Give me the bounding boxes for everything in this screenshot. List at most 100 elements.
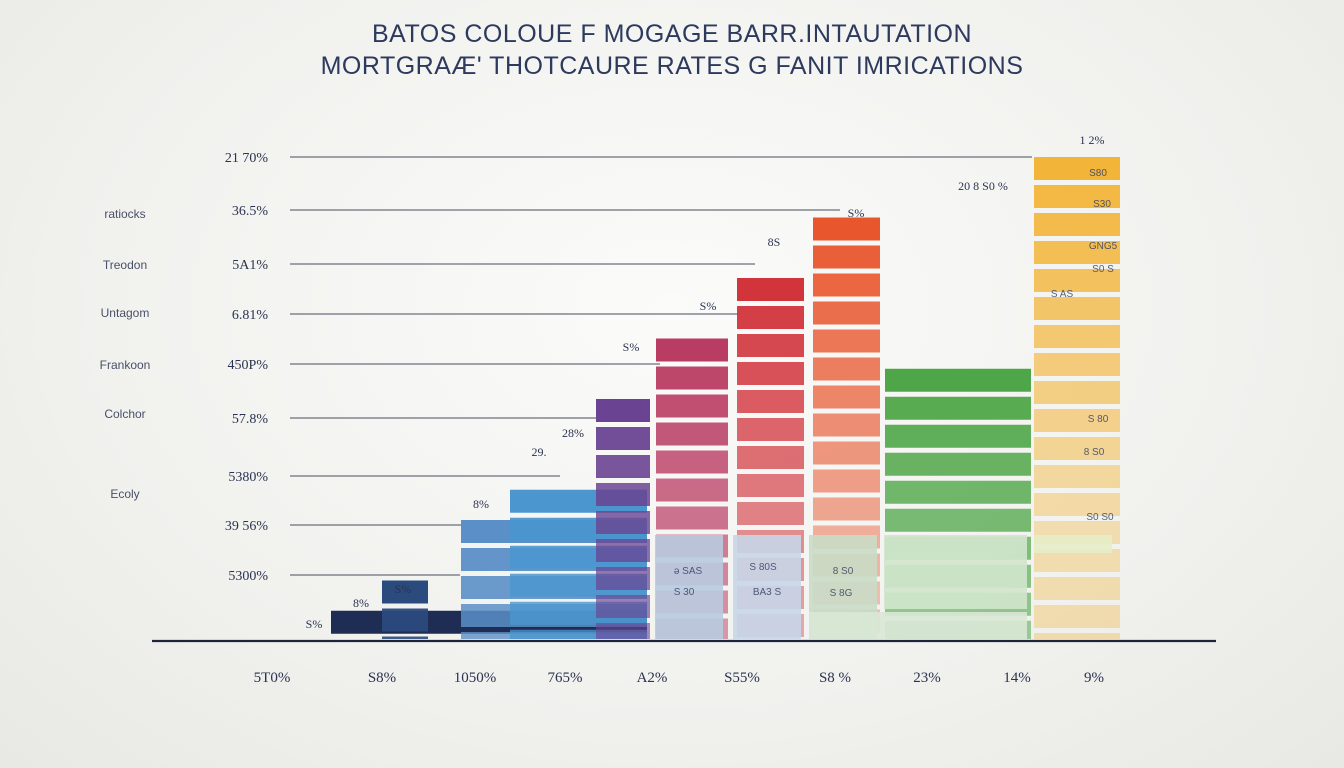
y-tick-label: 5A1%	[232, 258, 268, 273]
x-tick-label: 14%	[1003, 670, 1031, 686]
bar-segment	[596, 511, 650, 534]
row-label: Treodon	[103, 258, 147, 272]
bar-value-label: S%	[848, 206, 865, 220]
bar-segment	[1034, 493, 1120, 516]
bar-segment	[1034, 353, 1120, 376]
inner-label: S 30	[674, 587, 695, 598]
y-tick-label: 5300%	[228, 569, 268, 584]
bar-segment	[737, 446, 804, 469]
bar-segment	[596, 399, 650, 422]
bar-value-label: 29.	[532, 445, 547, 459]
x-tick-label: S8 %	[819, 670, 851, 686]
inner-label: GNG5	[1089, 241, 1118, 252]
chart-subtitle: MORTGRAÆ' THOTCAURE RATES G FANIT IMRICA…	[320, 52, 1024, 80]
bar-segment	[382, 636, 428, 639]
bar-value-label: 1 2%	[1080, 133, 1105, 147]
inner-label: S AS	[1051, 289, 1074, 300]
bar-segment	[1034, 577, 1120, 600]
row-label: Ecoly	[110, 487, 139, 501]
bar-segment	[656, 450, 728, 474]
x-tick-label: 23%	[913, 670, 941, 686]
pale-band	[655, 535, 723, 639]
bar-value-label: S%	[395, 582, 412, 596]
inner-label: S0 S	[1092, 264, 1114, 275]
inner-label: S0 S0	[1086, 512, 1114, 523]
bar-segment	[1034, 269, 1120, 292]
bar-segment	[656, 422, 728, 446]
inner-label: S 80	[1088, 414, 1109, 425]
x-tick-label: S8%	[368, 670, 396, 686]
bar-segment	[382, 608, 428, 632]
bar-segment	[813, 245, 880, 269]
bar-segment	[596, 455, 650, 478]
bar-segment	[1034, 633, 1120, 639]
inner-label: 8 S0	[1084, 447, 1105, 458]
bar-segment	[1034, 381, 1120, 404]
row-label: Frankoon	[100, 358, 151, 372]
bar-segment	[737, 474, 804, 497]
bar-segment	[1034, 157, 1120, 180]
bar-segment	[813, 273, 880, 297]
row-label: ratiocks	[104, 207, 145, 221]
bar-segment	[656, 338, 728, 362]
bar-segment	[813, 413, 880, 437]
bar-segment	[596, 623, 650, 639]
x-tick-label: 5T0%	[254, 670, 291, 686]
bar-segment	[1034, 437, 1120, 460]
inner-label: S80	[1089, 168, 1107, 179]
inner-label: BA3 S	[753, 587, 782, 598]
row-label: Untagom	[101, 306, 150, 320]
bar-segment	[1034, 549, 1120, 572]
bar-segment	[382, 580, 428, 604]
y-tick-label: 21 70%	[225, 151, 269, 166]
bar-value-label: S%	[700, 299, 717, 313]
bar-segment	[813, 497, 880, 521]
y-tick-label: 57.8%	[232, 412, 269, 427]
bar-value-label: S%	[306, 617, 323, 631]
x-tick-label: 765%	[548, 670, 583, 686]
inner-label: S30	[1093, 199, 1111, 210]
pale-band	[809, 612, 1027, 639]
bar-segment	[813, 357, 880, 381]
bar-segment	[1034, 213, 1120, 236]
bar-segment	[1034, 241, 1120, 264]
bar-segment	[737, 390, 804, 413]
bar-value-label: S%	[623, 340, 640, 354]
bar-segment	[596, 595, 650, 618]
bar-segment	[885, 396, 1031, 420]
pale-band	[884, 535, 1027, 609]
bar-segment	[596, 427, 650, 450]
x-tick-label: S55%	[724, 670, 760, 686]
inner-label: S 80S	[749, 562, 777, 573]
y-tick-label: 6.81%	[232, 308, 269, 323]
bar-segment	[1034, 409, 1120, 432]
bar-segment	[885, 424, 1031, 448]
bar-segment	[737, 418, 804, 441]
bar-segment	[813, 469, 880, 493]
x-tick-label: 1050%	[454, 670, 497, 686]
bar-segment	[510, 629, 647, 639]
bar-segment	[1034, 185, 1120, 208]
bar-segment	[737, 502, 804, 525]
bar-segment	[885, 480, 1031, 504]
bar-segment	[656, 366, 728, 390]
y-tick-label: 450P%	[228, 358, 269, 373]
bar-segment	[813, 441, 880, 465]
bar-segment	[1034, 465, 1120, 488]
bar-segment	[737, 334, 804, 357]
inner-label: S 8G	[830, 588, 853, 599]
bar-segment	[656, 394, 728, 418]
bar-value-label: 8S	[768, 235, 781, 249]
bar-value-label: 28%	[562, 426, 584, 440]
bar-value-label: 20 8 S0 %	[958, 179, 1008, 193]
bar-segment	[1034, 297, 1120, 320]
bar-segment	[885, 508, 1031, 532]
inner-label: ǝ SAS	[674, 566, 703, 577]
inner-label: 8 S0	[833, 566, 854, 577]
y-tick-label: 5380%	[228, 470, 268, 485]
pale-band	[1034, 535, 1112, 553]
row-label: Colchor	[104, 407, 145, 421]
bar-segment	[656, 478, 728, 502]
bar-segment	[737, 278, 804, 301]
